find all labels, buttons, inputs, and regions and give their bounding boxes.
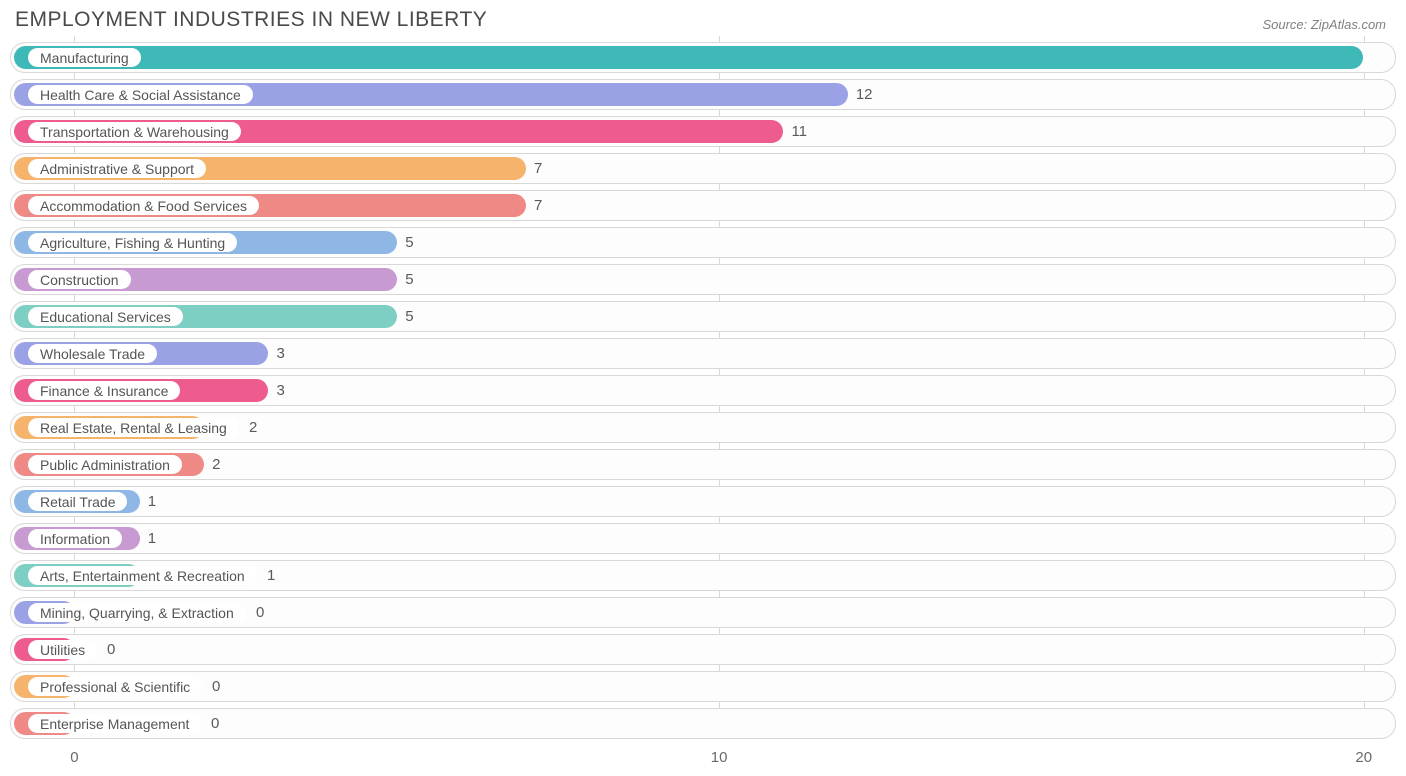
- value-label: 5: [405, 228, 413, 257]
- category-pill: Wholesale Trade: [28, 344, 157, 363]
- category-label: Administrative & Support: [40, 161, 194, 177]
- category-label: Transportation & Warehousing: [40, 124, 229, 140]
- category-pill: Construction: [28, 270, 131, 289]
- category-pill: Public Administration: [28, 455, 182, 474]
- category-pill: Utilities: [28, 640, 97, 659]
- category-label: Real Estate, Rental & Leasing: [40, 420, 227, 436]
- bar-row: Professional & Scientific 0: [10, 671, 1396, 702]
- value-label: 20: [1364, 43, 1381, 72]
- bar-row: Arts, Entertainment & Recreation 1: [10, 560, 1396, 591]
- value-label: 12: [856, 80, 873, 109]
- category-pill: Retail Trade: [28, 492, 127, 511]
- category-label: Accommodation & Food Services: [40, 198, 247, 214]
- x-axis: 0 10 20: [10, 745, 1396, 775]
- chart-area: Manufacturing20Health Care & Social Assi…: [0, 36, 1406, 739]
- bar-row: Public Administration 2: [10, 449, 1396, 480]
- category-pill: Accommodation & Food Services: [28, 196, 259, 215]
- category-pill: Information: [28, 529, 122, 548]
- bar-row: Finance & Insurance 3: [10, 375, 1396, 406]
- category-label: Finance & Insurance: [40, 383, 168, 399]
- category-pill: Educational Services: [28, 307, 183, 326]
- bar-row: Manufacturing 20: [10, 42, 1396, 73]
- x-tick: 10: [711, 749, 728, 766]
- category-label: Information: [40, 531, 110, 547]
- chart-source: Source: ZipAtlas.com: [1262, 17, 1386, 32]
- value-label: 1: [148, 487, 156, 516]
- value-label: 3: [276, 376, 284, 405]
- bar-row: Educational Services 5: [10, 301, 1396, 332]
- bar-row: Retail Trade 1: [10, 486, 1396, 517]
- category-label: Agriculture, Fishing & Hunting: [40, 235, 225, 251]
- category-label: Mining, Quarrying, & Extraction: [40, 605, 234, 621]
- value-label: 0: [107, 635, 115, 664]
- value-label: 2: [249, 413, 257, 442]
- category-label: Enterprise Management: [40, 716, 189, 732]
- value-label: 7: [534, 191, 542, 220]
- category-pill: Arts, Entertainment & Recreation: [28, 566, 257, 585]
- category-label: Public Administration: [40, 457, 170, 473]
- value-label: 2: [212, 450, 220, 479]
- bar-row: Construction 5: [10, 264, 1396, 295]
- category-pill: Health Care & Social Assistance: [28, 85, 253, 104]
- value-label: 1: [267, 561, 275, 590]
- category-pill: Agriculture, Fishing & Hunting: [28, 233, 237, 252]
- category-label: Professional & Scientific: [40, 679, 190, 695]
- category-label: Utilities: [40, 642, 85, 658]
- category-label: Wholesale Trade: [40, 346, 145, 362]
- bar-row: Mining, Quarrying, & Extraction 0: [10, 597, 1396, 628]
- value-label: 5: [405, 265, 413, 294]
- value-label: 1: [148, 524, 156, 553]
- category-pill: Real Estate, Rental & Leasing: [28, 418, 239, 437]
- value-label: 5: [405, 302, 413, 331]
- bar-row: Information 1: [10, 523, 1396, 554]
- category-label: Manufacturing: [40, 50, 129, 66]
- bar-row: Enterprise Management 0: [10, 708, 1396, 739]
- category-pill: Enterprise Management: [28, 714, 201, 733]
- bar-fill: [14, 46, 1363, 69]
- chart-header: EMPLOYMENT INDUSTRIES IN NEW LIBERTY Sou…: [0, 0, 1406, 36]
- bar-row: Agriculture, Fishing & Hunting 5: [10, 227, 1396, 258]
- bar-row: Health Care & Social Assistance 12: [10, 79, 1396, 110]
- bar-row: Administrative & Support 7: [10, 153, 1396, 184]
- bar-row: Utilities 0: [10, 634, 1396, 665]
- value-label: 0: [212, 672, 220, 701]
- category-pill: Mining, Quarrying, & Extraction: [28, 603, 246, 622]
- category-pill: Professional & Scientific: [28, 677, 202, 696]
- x-tick: 0: [70, 749, 78, 766]
- bar-row: Accommodation & Food Services 7: [10, 190, 1396, 221]
- category-label: Educational Services: [40, 309, 171, 325]
- category-pill: Administrative & Support: [28, 159, 206, 178]
- value-label: 0: [256, 598, 264, 627]
- bar-row: Wholesale Trade 3: [10, 338, 1396, 369]
- value-label: 0: [211, 709, 219, 738]
- bar-rows: Manufacturing20Health Care & Social Assi…: [10, 42, 1396, 739]
- x-tick: 20: [1355, 749, 1372, 766]
- value-label: 7: [534, 154, 542, 183]
- chart-title: EMPLOYMENT INDUSTRIES IN NEW LIBERTY: [15, 8, 487, 32]
- value-label: 3: [276, 339, 284, 368]
- category-label: Health Care & Social Assistance: [40, 87, 241, 103]
- category-pill: Manufacturing: [28, 48, 141, 67]
- category-label: Arts, Entertainment & Recreation: [40, 568, 245, 584]
- bar-row: Transportation & Warehousing 11: [10, 116, 1396, 147]
- category-pill: Transportation & Warehousing: [28, 122, 241, 141]
- category-label: Retail Trade: [40, 494, 115, 510]
- value-label: 11: [791, 117, 807, 146]
- bar-row: Real Estate, Rental & Leasing 2: [10, 412, 1396, 443]
- category-label: Construction: [40, 272, 119, 288]
- category-pill: Finance & Insurance: [28, 381, 180, 400]
